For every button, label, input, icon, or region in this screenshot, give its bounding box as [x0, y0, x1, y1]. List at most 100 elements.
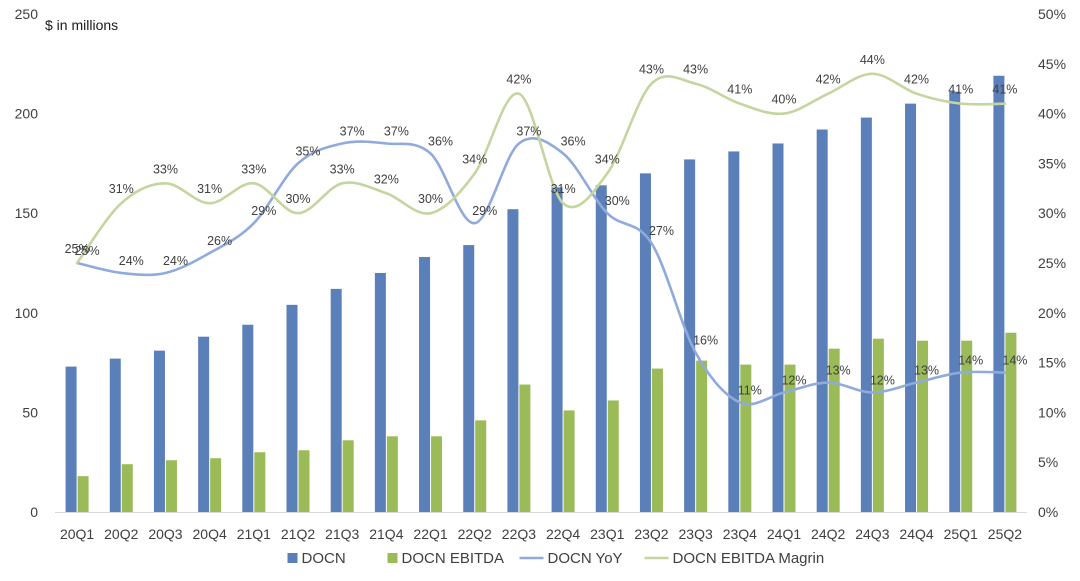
- data-label-docn-yoy: 37%: [340, 124, 365, 138]
- bar-docn: [905, 103, 917, 512]
- data-label-docn-yoy: 26%: [207, 234, 232, 248]
- bar-docn-ebitda: [872, 338, 884, 512]
- bar-docn: [242, 324, 254, 512]
- data-label-docn-ebitda-magrin: 41%: [948, 83, 973, 97]
- y-right-tick-label: 15%: [1038, 355, 1066, 371]
- data-label-docn-ebitda-magrin: 33%: [241, 162, 266, 176]
- data-label-docn-ebitda-magrin: 30%: [418, 192, 443, 206]
- bar-docn: [551, 187, 563, 512]
- x-tick-label: 23Q2: [634, 526, 668, 542]
- y-right-tick-label: 40%: [1038, 106, 1066, 122]
- line-docn-ebitda-magrin: [75, 72, 1007, 265]
- bar-docn-ebitda: [917, 340, 929, 512]
- data-label-docn-ebitda-magrin: 42%: [816, 73, 841, 87]
- legend-swatch-bar: [387, 553, 398, 563]
- bar-docn-ebitda: [298, 450, 310, 512]
- legend-label: DOCN EBITDA Magrin: [673, 550, 825, 567]
- x-tick-label: 20Q1: [60, 526, 94, 542]
- legend-swatch-bar: [287, 553, 298, 563]
- bar-docn: [860, 117, 872, 513]
- bar-docn-ebitda: [607, 400, 619, 512]
- y-right-tick-label: 0%: [1038, 504, 1058, 520]
- bar-docn: [595, 185, 607, 512]
- bar-docn: [330, 288, 342, 512]
- x-tick-label: 25Q1: [944, 526, 978, 542]
- data-label-docn-yoy: 12%: [781, 373, 806, 387]
- bar-docn: [772, 143, 784, 513]
- data-label-docn-ebitda-magrin: 32%: [374, 172, 399, 186]
- data-label-docn-yoy: 29%: [251, 204, 276, 218]
- bar-docn: [949, 91, 961, 513]
- y-right-tick-label: 50%: [1038, 6, 1066, 22]
- x-tick-label: 22Q4: [546, 526, 580, 542]
- bar-docn: [684, 159, 696, 512]
- bar-docn-ebitda: [563, 410, 575, 512]
- y-right-tick-label: 25%: [1038, 255, 1066, 271]
- bar-docn: [993, 75, 1005, 512]
- legend-label: DOCN YoY: [548, 550, 623, 567]
- data-label-docn-yoy: 11%: [738, 383, 762, 397]
- bar-docn-ebitda: [1005, 332, 1017, 512]
- data-label-docn-ebitda-magrin: 44%: [860, 53, 885, 67]
- x-tick-label: 24Q3: [855, 526, 889, 542]
- bar-docn-ebitda: [210, 458, 222, 512]
- data-label-docn-yoy: 37%: [516, 124, 541, 138]
- data-label-docn-ebitda-magrin: 31%: [109, 182, 134, 196]
- x-tick-label: 22Q3: [502, 526, 536, 542]
- x-tick-label: 22Q1: [413, 526, 447, 542]
- y-right-tick-label: 20%: [1038, 305, 1066, 321]
- x-axis: 20Q1 20Q2 20Q3 20Q4 21Q1 21Q2 21Q3 21Q4 22Q1 22Q2…: [60, 526, 1022, 542]
- y-right-tick-label: 5%: [1038, 454, 1058, 470]
- bar-docn-ebitda: [431, 436, 443, 512]
- y-left-tick-label: 150: [15, 205, 39, 221]
- bar-docn-ebitda: [651, 368, 663, 512]
- bar-docn: [286, 304, 298, 512]
- bar-docn-ebitda: [784, 364, 796, 512]
- bar-docn-ebitda: [165, 460, 177, 512]
- y-left-tick-label: 200: [15, 106, 39, 122]
- data-label-docn-ebitda-magrin: 30%: [285, 192, 310, 206]
- data-label-docn-ebitda-magrin: 43%: [639, 63, 664, 77]
- x-tick-label: 20Q2: [104, 526, 138, 542]
- data-label-docn-yoy: 30%: [605, 194, 630, 208]
- x-tick-label: 24Q1: [767, 526, 801, 542]
- data-label-docn-ebitda-magrin: 43%: [683, 63, 708, 77]
- bar-docn-ebitda: [740, 364, 752, 512]
- bar-docn-ebitda: [254, 452, 266, 512]
- bar-docn: [374, 272, 386, 512]
- bar-docn: [109, 358, 121, 512]
- bar-docn: [419, 257, 431, 512]
- data-label-docn-ebitda-magrin: 31%: [551, 182, 576, 196]
- line-docn-yoy: [75, 137, 1007, 406]
- data-label-docn-yoy: 25%: [75, 244, 100, 258]
- data-label-docn-yoy: 13%: [914, 364, 939, 378]
- x-tick-label: 21Q2: [281, 526, 315, 542]
- data-label-docn-ebitda-magrin: 41%: [727, 83, 752, 97]
- x-tick-label: 25Q2: [988, 526, 1022, 542]
- lines-layer: [75, 72, 1007, 406]
- data-label-docn-ebitda-magrin: 33%: [330, 162, 355, 176]
- y-right-tick-label: 10%: [1038, 404, 1066, 420]
- bar-docn: [639, 173, 651, 513]
- bar-docn: [463, 245, 475, 512]
- data-label-docn-ebitda-magrin: 31%: [197, 182, 222, 196]
- x-tick-label: 22Q2: [458, 526, 492, 542]
- data-label-docn-yoy: 37%: [384, 124, 409, 138]
- legend-label: DOCN EBITDA: [402, 550, 505, 567]
- x-tick-label: 21Q3: [325, 526, 359, 542]
- data-label-docn-yoy: 16%: [693, 334, 718, 348]
- right-y-axis: 0% 5% 10% 15% 20% 25% 30% 35% 40% 45% 50%: [1038, 6, 1066, 520]
- data-label-docn-yoy: 12%: [870, 373, 895, 387]
- bar-docn: [728, 151, 740, 512]
- legend-label: DOCN: [302, 550, 346, 567]
- bars-layer: [65, 75, 1017, 513]
- y-left-tick-label: 50: [22, 404, 38, 420]
- bar-docn-ebitda: [77, 476, 89, 512]
- legend: DOCN DOCN EBITDA DOCN YoY DOCN EBITDA Magri…: [287, 550, 825, 567]
- data-label-docn-ebitda-magrin: 42%: [506, 73, 531, 87]
- bar-docn-ebitda: [696, 360, 708, 512]
- data-label-docn-yoy: 14%: [958, 354, 983, 368]
- bar-docn: [816, 129, 828, 512]
- data-label-docn-ebitda-magrin: 25%: [65, 242, 90, 256]
